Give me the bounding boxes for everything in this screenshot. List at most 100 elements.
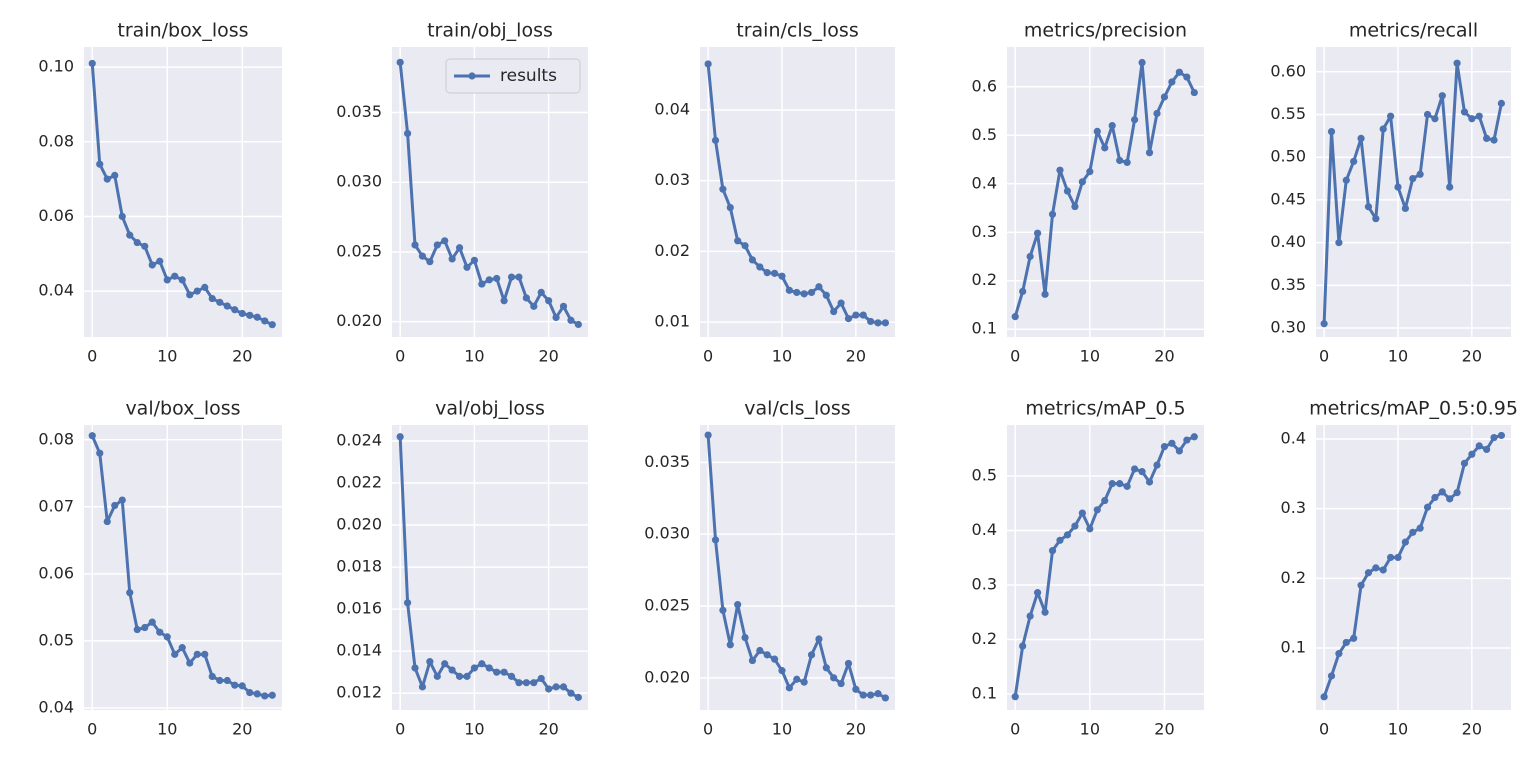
x-tick-label: 10: [157, 720, 177, 739]
subplot: 0.30 0.35 0.40 0.45 0.50 0.55 0.60 0 10 20 metrics…: [1270, 20, 1511, 366]
marker: [485, 664, 493, 672]
marker: [231, 306, 239, 314]
marker: [411, 241, 419, 249]
marker: [726, 203, 734, 212]
x-tick-label: 20: [232, 347, 252, 366]
y-tick-label: 0.024: [336, 430, 382, 449]
legend-label: results: [500, 66, 557, 86]
x-tick-label: 10: [1080, 347, 1100, 366]
x-tick-label: 10: [157, 347, 177, 366]
marker: [1372, 564, 1380, 572]
chart-title: metrics/mAP_0.5:0.95: [1309, 398, 1518, 420]
marker: [1063, 531, 1072, 539]
marker: [1153, 109, 1161, 118]
x-tick-label: 10: [1388, 347, 1408, 366]
marker: [1431, 493, 1439, 502]
marker: [426, 258, 434, 266]
marker: [1320, 320, 1328, 328]
x-tick-label: 20: [846, 720, 866, 739]
y-tick-label: 0.04: [38, 281, 74, 300]
marker: [493, 274, 501, 283]
y-tick-label: 0.2: [1281, 568, 1306, 587]
marker: [1327, 672, 1336, 680]
marker: [1475, 442, 1483, 450]
x-tick-label: 20: [846, 347, 866, 366]
marker: [507, 273, 516, 281]
y-tick-label: 0.08: [38, 131, 74, 150]
chart-title: val/box_loss: [125, 398, 240, 420]
x-tick-label: 0: [1010, 347, 1020, 366]
marker: [559, 302, 568, 310]
y-tick-label: 0.022: [336, 473, 382, 492]
marker: [1475, 112, 1483, 120]
marker: [711, 136, 720, 144]
marker: [763, 651, 771, 659]
marker: [201, 283, 209, 291]
chart-title: val/obj_loss: [435, 398, 545, 420]
marker: [1175, 68, 1183, 76]
y-tick-label: 0.50: [1270, 147, 1306, 166]
y-tick-label: 0.4: [972, 173, 997, 192]
marker: [741, 634, 749, 642]
y-tick-label: 0.5: [972, 125, 997, 144]
plot-area: [1316, 425, 1511, 710]
marker: [403, 129, 412, 138]
chart-title: val/cls_loss: [744, 398, 850, 420]
marker: [418, 252, 427, 260]
y-tick-label: 0.55: [1270, 104, 1306, 123]
marker: [1438, 92, 1446, 100]
y-tick-label: 0.016: [336, 599, 382, 618]
marker: [1497, 431, 1505, 440]
marker: [1033, 229, 1042, 237]
x-tick-label: 20: [1154, 347, 1174, 366]
marker: [800, 678, 808, 686]
y-tick-label: 0.030: [336, 172, 382, 191]
marker: [111, 501, 119, 510]
marker: [261, 317, 269, 325]
marker: [96, 449, 104, 457]
marker: [1409, 174, 1417, 183]
marker: [1416, 524, 1424, 532]
y-tick-label: 0.1: [1281, 638, 1306, 657]
marker: [246, 688, 254, 697]
y-tick-label: 0.025: [644, 595, 690, 614]
marker: [515, 273, 523, 281]
marker: [178, 644, 186, 652]
x-tick-label: 10: [1080, 720, 1100, 739]
y-tick-label: 0.3: [972, 574, 997, 593]
marker: [1123, 158, 1131, 167]
marker: [830, 307, 838, 316]
y-tick-label: 0.01: [654, 312, 690, 331]
marker: [1071, 522, 1079, 530]
y-tick-label: 0.6: [972, 76, 997, 95]
marker: [719, 185, 727, 193]
marker: [96, 160, 104, 168]
marker: [133, 238, 141, 247]
chart-title: metrics/mAP_0.5: [1025, 398, 1185, 420]
marker: [1093, 127, 1101, 135]
marker: [455, 672, 464, 680]
y-tick-label: 0.2: [972, 629, 997, 648]
marker: [448, 666, 456, 674]
chart-title: metrics/precision: [1024, 20, 1187, 42]
marker: [852, 685, 860, 693]
x-tick-label: 0: [703, 347, 713, 366]
marker: [1145, 149, 1154, 157]
marker: [1394, 183, 1402, 191]
marker: [1446, 183, 1454, 191]
marker: [837, 299, 845, 307]
marker: [537, 288, 545, 296]
marker: [1190, 88, 1198, 97]
subplot: 0.04 0.05 0.06 0.07 0.08 0 10 20 val/box_loss: [38, 398, 282, 739]
plot-area: [1007, 425, 1204, 710]
marker: [837, 679, 845, 688]
x-tick-label: 10: [464, 347, 484, 366]
marker: [1483, 445, 1491, 453]
marker: [1357, 581, 1365, 589]
marker: [545, 297, 553, 305]
y-tick-label: 0.020: [336, 311, 382, 330]
marker: [111, 171, 119, 179]
marker: [771, 655, 779, 663]
marker: [1123, 482, 1131, 490]
y-tick-label: 0.5: [972, 466, 997, 485]
